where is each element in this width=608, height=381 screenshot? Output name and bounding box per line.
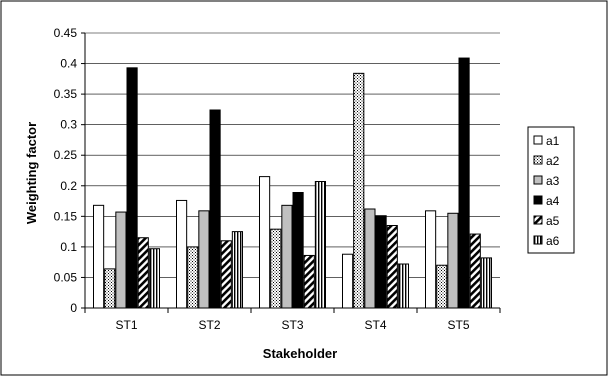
legend-swatch-a3 bbox=[533, 175, 543, 185]
y-tick-label: 0.2 bbox=[60, 179, 77, 193]
x-tick-label: ST1 bbox=[115, 318, 137, 332]
bar-a6-st2 bbox=[231, 231, 243, 309]
axes bbox=[84, 33, 501, 313]
y-tick-label: 0.05 bbox=[54, 270, 78, 284]
bar-a4-st2 bbox=[209, 109, 221, 309]
bar-a1-st2 bbox=[176, 199, 188, 309]
bar-a2-st1 bbox=[104, 268, 116, 309]
legend-label-a3: a3 bbox=[546, 174, 560, 188]
y-tick-label: 0.1 bbox=[60, 240, 77, 254]
legend-swatch-a2 bbox=[533, 155, 543, 165]
y-tick-label: 0.4 bbox=[60, 57, 77, 71]
legend-swatch-a4 bbox=[533, 195, 543, 205]
y-tick-label: 0.45 bbox=[54, 26, 78, 40]
bar-a1-st3 bbox=[259, 176, 271, 309]
x-tick-label: ST2 bbox=[198, 318, 220, 332]
bar-a6-st3 bbox=[314, 181, 327, 309]
y-tick-label: 0.35 bbox=[54, 87, 78, 101]
bar-a2-st2 bbox=[187, 246, 199, 309]
y-tick-label: 0.25 bbox=[54, 148, 78, 162]
bar-a5-st1 bbox=[137, 237, 149, 309]
bar-a5-st3 bbox=[303, 254, 315, 309]
y-tick-label: 0.3 bbox=[60, 118, 77, 132]
legend-swatch-a5 bbox=[533, 215, 543, 225]
x-tick-labels: ST1 ST2 ST3 ST4 ST5 bbox=[115, 318, 469, 332]
bar-a6-st4 bbox=[397, 263, 410, 309]
bar-a4-st3 bbox=[292, 192, 304, 309]
x-tick-label: ST3 bbox=[281, 318, 303, 332]
legend-box bbox=[527, 126, 575, 254]
x-tick-label: ST5 bbox=[447, 318, 469, 332]
legend-label-a2: a2 bbox=[546, 154, 560, 168]
bar-a2-st4 bbox=[353, 72, 365, 309]
bar-a1-st5 bbox=[425, 210, 437, 309]
bar-a3-st4 bbox=[364, 208, 376, 309]
bar-a5-st5 bbox=[469, 233, 481, 309]
x-tick-label: ST4 bbox=[364, 318, 386, 332]
bar-a5-st2 bbox=[220, 240, 232, 309]
bar-a3-st5 bbox=[447, 212, 459, 309]
bar-a5-st4 bbox=[386, 225, 398, 309]
legend-swatch-a6 bbox=[533, 235, 543, 245]
legend: a1 a2 a3 a4 a5 a6 bbox=[527, 126, 575, 254]
legend-label-a1: a1 bbox=[546, 134, 560, 148]
bar-a1-st4 bbox=[342, 253, 354, 309]
x-axis-label: Stakeholder bbox=[263, 346, 337, 361]
bar-a4-st5 bbox=[458, 57, 470, 309]
bar-a4-st4 bbox=[375, 215, 387, 309]
legend-swatch-a1 bbox=[533, 135, 543, 145]
bar-a1-st1 bbox=[93, 204, 105, 309]
legend-label-a4: a4 bbox=[546, 194, 560, 208]
bar-a4-st1 bbox=[126, 67, 138, 309]
y-tick-label: 0 bbox=[70, 301, 77, 315]
legend-label-a5: a5 bbox=[546, 214, 560, 228]
bar-a3-st2 bbox=[198, 210, 210, 309]
y-tick-labels: 0 0.05 0.1 0.15 0.2 0.25 0.3 0.35 0.4 0.45 bbox=[54, 26, 78, 315]
y-axis-label: Weighting factor bbox=[24, 122, 39, 224]
bar-a3-st1 bbox=[115, 211, 127, 309]
bar-a6-st1 bbox=[148, 248, 160, 309]
legend-label-a6: a6 bbox=[546, 234, 560, 248]
bar-a3-st3 bbox=[281, 204, 293, 309]
bar-a2-st3 bbox=[270, 228, 282, 309]
bar-a2-st5 bbox=[436, 264, 448, 309]
bar-a6-st5 bbox=[480, 257, 493, 309]
y-tick-label: 0.15 bbox=[54, 209, 78, 223]
